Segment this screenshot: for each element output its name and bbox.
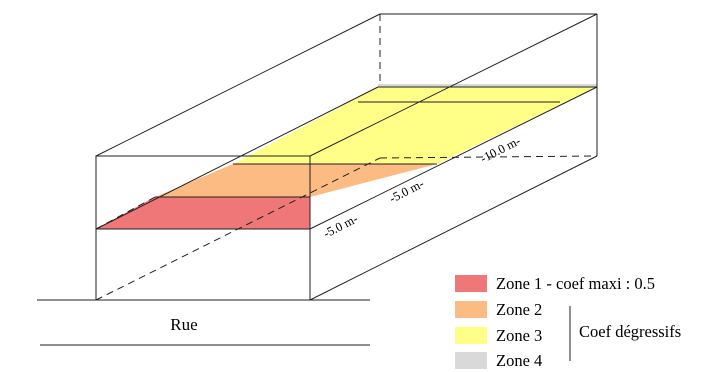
legend-label-zone-1: Zone 1 - coef maxi : 0.5: [496, 274, 655, 293]
legend-swatch-zone-3: [455, 327, 487, 344]
zone-4-slab: [378, 84, 597, 87]
zone-1-depth-label: -5.0 m-: [321, 211, 360, 240]
slab-left-diagonal: [95, 86, 379, 230]
slab-right-diagonal: [309, 86, 598, 230]
hidden-edges: [95, 14, 598, 301]
legend-swatch-zone-4: [455, 352, 487, 369]
hidden-bottom-left-diagonal: [95, 157, 381, 301]
legend-swatch-zone-2: [455, 301, 487, 318]
top-left-edge: [95, 13, 381, 157]
front-face: [95, 155, 311, 301]
zone-1-slab: [96, 197, 310, 229]
zone-outlines: [95, 86, 598, 230]
legend-label-zone-3: Zone 3: [496, 326, 542, 345]
street-label: Rue: [170, 315, 197, 334]
hidden-back-bottom-edge: [379, 155, 598, 159]
zone-2-slab: [155, 164, 437, 197]
legend-bracket-label: Coef dégressifs: [579, 322, 681, 341]
legend-swatch-zone-1: [455, 275, 487, 292]
legend-label-zone-2: Zone 2: [496, 300, 542, 319]
building-envelope: [95, 13, 598, 301]
legend-label-zone-4: Zone 4: [496, 351, 542, 370]
legend: Zone 1 - coef maxi : 0.5 Zone 2 Zone 3 Z…: [455, 274, 681, 370]
bottom-right-edge: [309, 155, 598, 301]
zone-3-slab: [233, 87, 597, 164]
top-right-edge: [309, 13, 598, 157]
